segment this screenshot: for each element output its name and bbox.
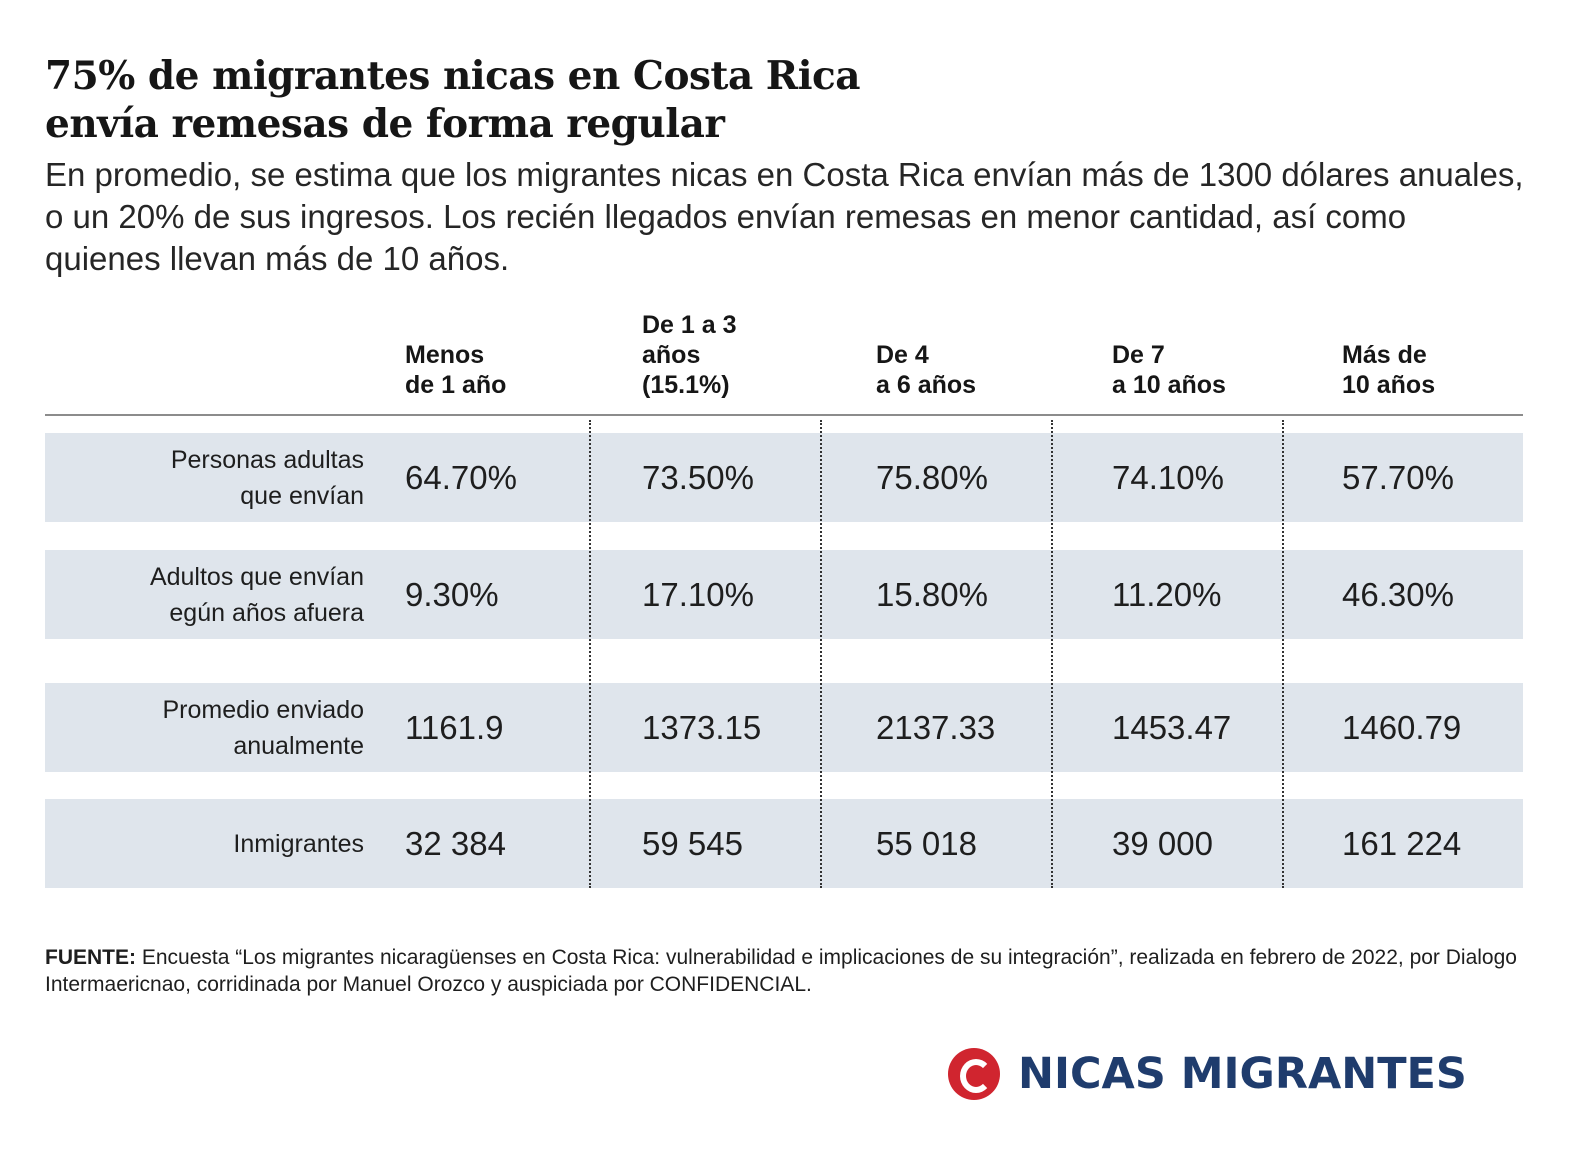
title-line-2: envía remesas de forma regular: [45, 101, 725, 147]
column-header-4: De 7 a 10 años: [1112, 341, 1226, 399]
row-label: Promedio enviado anualmente: [162, 695, 364, 760]
brand-logo-block: NICAS MIGRANTES: [948, 1046, 1528, 1102]
column-divider: [589, 420, 591, 888]
table-cell: 11.20%: [1112, 575, 1222, 613]
table-cell: 64.70%: [405, 458, 517, 496]
source-text: Encuesta “Los migrantes nicaragüenses en…: [45, 946, 1517, 996]
table-cell: 1161.9: [405, 708, 504, 746]
row-label: Inmigrantes: [233, 829, 364, 858]
header-rule: [45, 414, 1523, 416]
table-cell: 59 545: [642, 824, 743, 862]
confidencial-c-logo-icon: [948, 1048, 1000, 1100]
table-cell: 74.10%: [1112, 458, 1224, 496]
column-header-1: Menos de 1 año: [405, 341, 507, 399]
table-cell: 1460.79: [1342, 708, 1462, 746]
table-cell: 75.80%: [876, 458, 988, 496]
table-row: [45, 683, 1523, 772]
column-divider: [1051, 420, 1053, 888]
table-row: [45, 433, 1523, 522]
table-cell: 55 018: [876, 824, 977, 862]
table-cell: 46.30%: [1342, 575, 1454, 613]
table-cell: 73.50%: [642, 458, 754, 496]
table-row: [45, 550, 1523, 639]
chart-subtitle: En promedio, se estima que los migrantes…: [45, 156, 1524, 277]
table-row: [45, 799, 1523, 888]
source-label: FUENTE:: [45, 946, 136, 969]
table-cell: 17.10%: [642, 575, 754, 613]
table-cell: 15.80%: [876, 575, 988, 613]
table-cell: 2137.33: [876, 708, 996, 746]
table-cell: 39 000: [1112, 824, 1213, 862]
table-cell: 9.30%: [405, 575, 499, 613]
brand-name: NICAS MIGRANTES: [1018, 1049, 1467, 1099]
table-cell: 1453.47: [1112, 708, 1232, 746]
table-cell: 57.70%: [1342, 458, 1454, 496]
row-label: Personas adultas que envían: [170, 445, 364, 510]
column-header-3: De 4 a 6 años: [876, 341, 977, 399]
chart-title: 75% de migrantes nicas en Costa Rica env…: [45, 52, 861, 148]
row-label: Adultos que envían egún años afuera: [149, 562, 364, 627]
data-table: Menos de 1 año De 1 a 3 años (15.1%) De 4 …: [45, 311, 1523, 888]
column-divider: [820, 420, 822, 888]
column-header-5: Más de 10 años: [1342, 341, 1436, 399]
column-header-2: De 1 a 3 años (15.1%): [642, 311, 737, 399]
title-line-1: 75% de migrantes nicas en Costa Rica: [45, 53, 861, 99]
source-note: FUENTE: Encuesta “Los migrantes nicaragü…: [45, 944, 1525, 998]
table-cell: 161 224: [1342, 824, 1462, 862]
table-cell: 32 384: [405, 824, 506, 862]
column-divider: [1282, 420, 1284, 888]
table-cell: 1373.15: [642, 708, 762, 746]
